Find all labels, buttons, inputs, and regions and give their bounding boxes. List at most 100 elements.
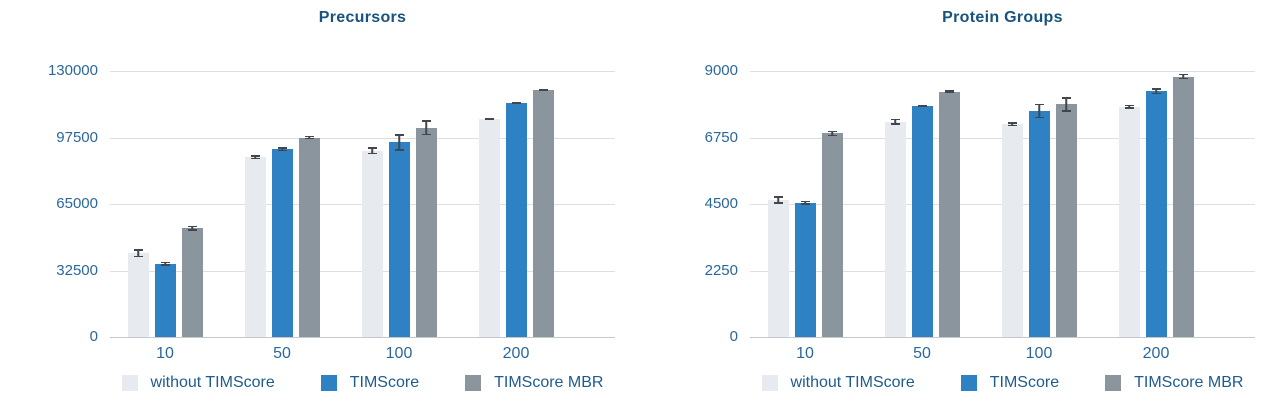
legend-swatch [960, 375, 977, 391]
error-bar-cap-top [1178, 73, 1188, 76]
error-bar-cap-top [1151, 88, 1161, 90]
legend-label: without TIMScore [790, 374, 915, 391]
error-bar [1124, 104, 1134, 109]
error-bar-line [371, 147, 373, 155]
gridline [750, 71, 1255, 72]
bar [794, 202, 816, 337]
bar [532, 90, 554, 337]
bar [821, 133, 843, 337]
error-bar-cap-bottom [277, 149, 287, 152]
error-bar-cap-bottom [890, 123, 900, 125]
error-bar-cap-bottom [367, 152, 377, 155]
error-bar-cap-bottom [1007, 124, 1017, 127]
error-bar [1007, 122, 1017, 127]
error-bar-cap-bottom [394, 149, 404, 151]
error-bar-cap-top [421, 120, 431, 122]
legend-label: TIMScore [989, 374, 1060, 391]
error-bar-line [804, 200, 806, 205]
error-bar-cap-top [304, 135, 314, 138]
error-bar [484, 118, 494, 121]
error-bar-cap-bottom [1034, 116, 1044, 119]
legend-item: without TIMScore [761, 374, 915, 392]
error-bar [1151, 88, 1161, 95]
bar [1145, 91, 1167, 337]
error-bar [890, 118, 900, 125]
error-bar-cap-bottom [1061, 110, 1071, 112]
x-axis-category-label: 200 [502, 345, 530, 362]
bar [1028, 110, 1050, 337]
legend-swatch [320, 375, 337, 391]
error-bar-cap-bottom [250, 157, 260, 160]
bar [1055, 104, 1077, 337]
error-bar-cap-top [1007, 122, 1017, 124]
error-bar-cap-top [1034, 103, 1044, 105]
chart-title: Precursors [318, 9, 407, 26]
y-axis-tick-label: 9000 [704, 62, 738, 79]
error-bar-cap-bottom [538, 89, 548, 92]
bar [1118, 106, 1140, 337]
error-bar [944, 90, 954, 94]
chart-title: Protein Groups [942, 9, 1063, 26]
error-bar [773, 196, 783, 204]
error-bar-cap-bottom [1151, 92, 1161, 95]
error-bar-cap-top [133, 249, 143, 251]
error-bar [421, 120, 431, 136]
error-bar-line [831, 130, 833, 136]
bar [1172, 76, 1194, 337]
bar [127, 253, 149, 337]
error-bar-cap-bottom [484, 118, 494, 121]
error-bar-line [191, 225, 193, 231]
error-bar-cap-bottom [1124, 107, 1134, 109]
error-bar-cap-bottom [827, 134, 837, 136]
error-bar-cap-bottom [421, 133, 431, 136]
error-bar-cap-bottom [187, 229, 197, 231]
error-bar [827, 130, 837, 136]
error-bar-line [1065, 97, 1067, 112]
error-bar [538, 89, 548, 92]
error-bar-cap-top [917, 104, 927, 107]
error-bar-line [254, 155, 256, 160]
y-axis-tick-label: 65000 [56, 195, 98, 212]
legend-label: TIMScore MBR [1134, 374, 1244, 391]
y-axis-tick-label: 2250 [704, 261, 738, 279]
bar [478, 119, 500, 337]
gridline [110, 137, 615, 139]
protein-groups-chart: Protein Groups without TIMScore TIMScore T… [640, 0, 1280, 412]
error-bar [511, 102, 521, 105]
bar [415, 127, 437, 337]
legend-label: TIMScore [349, 374, 420, 391]
error-bar [160, 261, 170, 266]
error-bar-line [425, 120, 427, 136]
legend-item: TIMScore MBR [1105, 374, 1243, 392]
legend-item: TIMScore MBR [465, 374, 603, 392]
bar [271, 149, 293, 337]
error-bar [187, 225, 197, 231]
error-bar [250, 155, 260, 160]
bar [388, 142, 410, 337]
error-bar-line [1155, 88, 1157, 95]
bar [181, 228, 203, 337]
bar [154, 263, 176, 337]
bar [505, 103, 527, 337]
error-bar-line [398, 134, 400, 151]
legend-swatch [761, 375, 778, 391]
error-bar-cap-bottom [917, 105, 927, 108]
plot-area [750, 71, 1255, 338]
error-bar-cap-top [1124, 104, 1134, 107]
x-axis-category-label: 10 [796, 345, 814, 362]
legend-label: without TIMScore [150, 374, 275, 391]
y-axis-tick-label: 32500 [56, 261, 98, 279]
error-bar [1178, 73, 1188, 80]
bar [244, 157, 266, 337]
error-bar-cap-top [773, 196, 783, 198]
x-axis-line [110, 337, 615, 338]
gridline [110, 71, 615, 72]
bar [911, 105, 933, 337]
error-bar-cap-bottom [800, 203, 810, 205]
legend-swatch [1105, 375, 1122, 391]
error-bar [133, 249, 143, 258]
error-bar-cap-top [187, 225, 197, 228]
error-bar [394, 134, 404, 151]
error-bar-cap-top [944, 90, 954, 92]
error-bar [1061, 97, 1071, 112]
